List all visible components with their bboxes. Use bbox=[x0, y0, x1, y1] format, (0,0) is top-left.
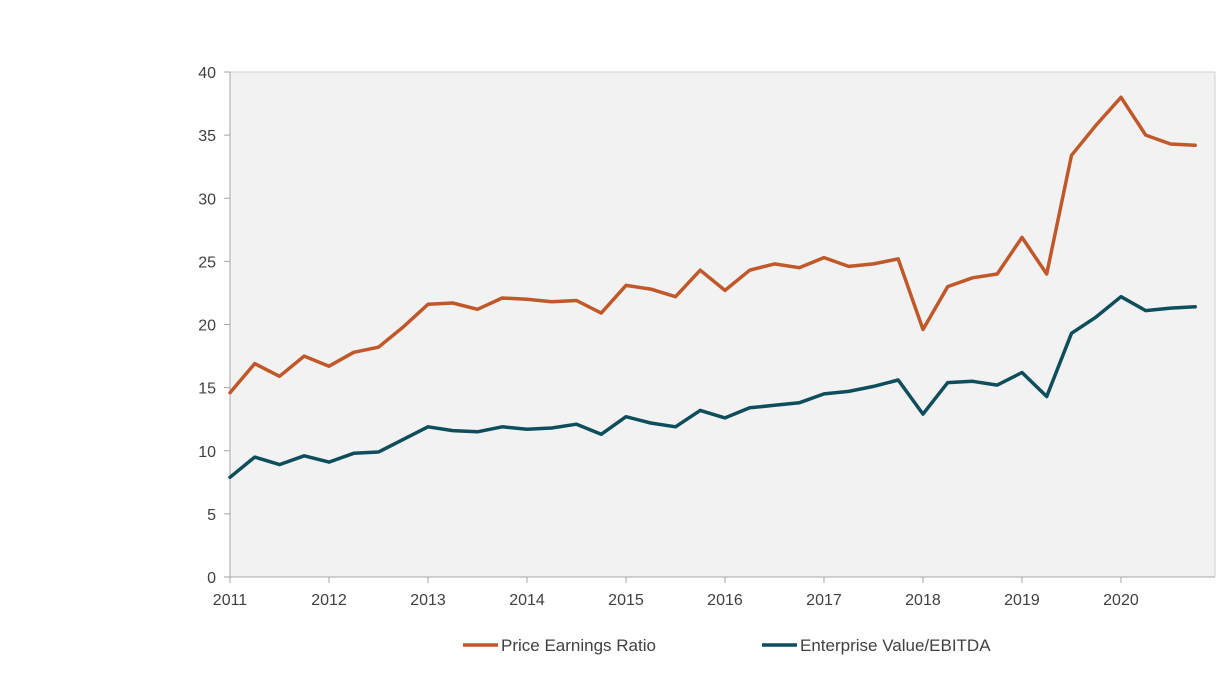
x-tick-label: 2017 bbox=[806, 592, 842, 609]
y-tick-label: 30 bbox=[198, 191, 216, 208]
x-tick-label: 2014 bbox=[509, 592, 545, 609]
x-tick-label: 2019 bbox=[1004, 592, 1040, 609]
y-tick-label: 20 bbox=[198, 318, 216, 335]
series-lines bbox=[228, 95, 1197, 480]
y-tick-label: 10 bbox=[198, 444, 216, 461]
y-tick-label: 25 bbox=[198, 254, 216, 271]
plot-area-background bbox=[230, 72, 1215, 577]
x-tick-label: 2012 bbox=[311, 592, 347, 609]
x-tick-label: 2020 bbox=[1103, 592, 1139, 609]
legend: Price Earnings Ratio Enterprise Value/EBI… bbox=[463, 636, 991, 655]
x-tick-label: 2015 bbox=[608, 592, 644, 609]
y-axis: 0 5 10 15 20 25 30 35 40 bbox=[198, 65, 231, 587]
price-earnings-ratio-line bbox=[228, 95, 1197, 395]
y-tick-label: 35 bbox=[198, 128, 216, 145]
x-tick-label: 2018 bbox=[905, 592, 941, 609]
ev-ebitda-line bbox=[228, 294, 1197, 480]
x-tick-label: 2013 bbox=[410, 592, 446, 609]
y-tick-label: 0 bbox=[207, 570, 216, 587]
y-tick-label: 5 bbox=[207, 507, 216, 524]
legend-label-ev-ebitda: Enterprise Value/EBITDA bbox=[800, 636, 991, 655]
x-axis: 2011 2012 2013 2014 2015 2016 2017 2018 2019 2020 bbox=[213, 576, 1215, 609]
y-tick-label: 15 bbox=[198, 381, 216, 398]
legend-label-price-earnings: Price Earnings Ratio bbox=[501, 636, 656, 655]
x-tick-label: 2016 bbox=[707, 592, 743, 609]
y-tick-label: 40 bbox=[198, 65, 216, 82]
x-tick-label: 2011 bbox=[213, 592, 248, 609]
